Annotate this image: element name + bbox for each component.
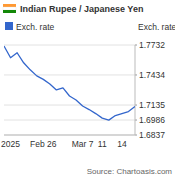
source: Source: Chartoasis.com	[87, 167, 173, 176]
y-axis	[135, 45, 136, 135]
y-tick-label: 1.7135	[139, 100, 165, 110]
series-line	[4, 46, 135, 120]
grid-line	[4, 105, 135, 106]
legend-swatch	[5, 22, 13, 30]
y-axis-title: Exch. rate	[138, 22, 175, 32]
x-tick-label: Feb 26	[30, 139, 57, 149]
flag-icon	[3, 4, 16, 13]
grid-line	[4, 120, 135, 121]
x-tick-label: 11	[98, 139, 107, 149]
y-tick-label: 1.6986	[139, 115, 165, 125]
grid-line	[4, 135, 135, 136]
grid-line	[4, 74, 135, 75]
title: Indian Rupee / Japanese Yen	[20, 4, 143, 14]
y-tick-label: 1.6837	[139, 130, 165, 140]
flag-stripe	[3, 4, 16, 7]
legend-label: Exch. rate	[16, 22, 55, 32]
x-axis	[4, 135, 135, 136]
x-tick-label: 2025	[1, 139, 20, 149]
flag-stripe	[3, 10, 16, 13]
flag-stripe	[3, 7, 16, 10]
y-tick-label: 1.7434	[139, 70, 165, 80]
x-tick-label: Mar 7	[72, 139, 94, 149]
plot	[4, 46, 135, 120]
y-tick-label: 1.7732	[139, 40, 165, 50]
grid-line	[4, 45, 135, 46]
chart: Indian Rupee / Japanese Yen Exch. rate Exc…	[0, 0, 175, 180]
x-tick-label: 14	[117, 139, 127, 149]
